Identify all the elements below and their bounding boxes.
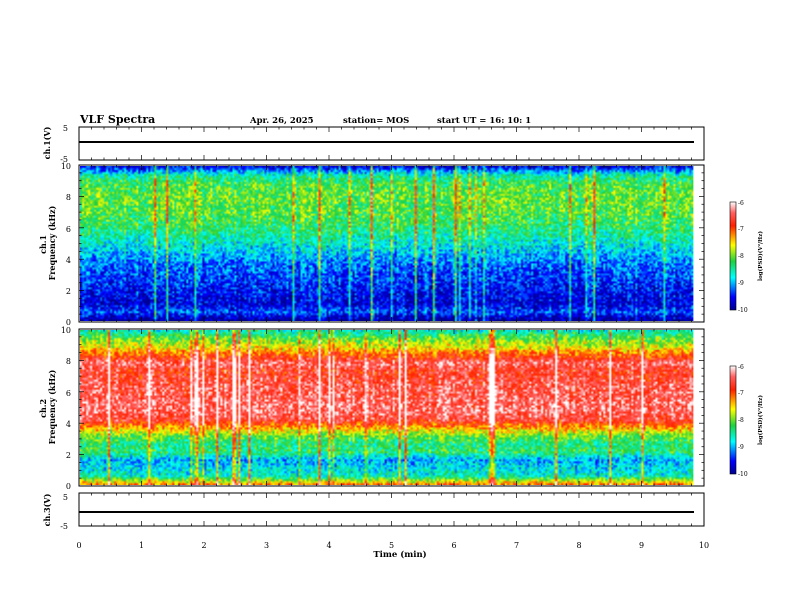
ch3-voltage-ytick-bottom: -5 [60, 522, 68, 531]
x-axis-tick-labels: 0 1 2 3 4 5 6 7 8 9 10 [76, 541, 709, 550]
cb2-tick-neg10: -10 [738, 471, 748, 478]
ch2-colorbar-bar [729, 365, 737, 475]
x-tick-label-0: 0 [76, 541, 81, 550]
ch2-spectrogram-panel: 0 2 4 6 8 10 ch.2 Frequency (kHz) -6 -7 … [38, 326, 764, 491]
ch2-ytick-4: 4 [66, 420, 71, 429]
x-tick-label-4: 4 [326, 541, 331, 550]
ch1-voltage-panel: 5 -5 ch.1(V) [42, 124, 705, 164]
ch1-ytick-8: 8 [66, 193, 71, 202]
ch2-spectrogram-y-ticks: 0 2 4 6 8 10 [61, 326, 704, 491]
ch2-spectrogram-image [80, 330, 694, 485]
ch1-voltage-ylabel: ch.1(V) [42, 126, 52, 159]
ch2-ylabel-line2: Frequency (kHz) [47, 369, 57, 444]
cb1-tick-neg6: -6 [738, 200, 744, 207]
x-tick-label-5: 5 [389, 541, 394, 550]
ch1-spectrogram-image [80, 166, 694, 321]
x-tick-label-2: 2 [201, 541, 206, 550]
ch1-colorbar-bar [729, 201, 737, 311]
ch2-spectrogram-x-ticks [78, 329, 705, 486]
cb1-label: log(PSD)(V²/Hz) [757, 231, 764, 281]
ch2-ytick-2: 2 [66, 451, 71, 460]
ch1-spectrogram-x-ticks [78, 165, 705, 322]
ch1-voltage-ytick-top: 5 [63, 124, 68, 133]
ch1-spectrogram-ylabel: ch.1 Frequency (kHz) [38, 205, 57, 280]
start-time-label: start UT = 16: 10: 1 [437, 116, 531, 126]
ch3-voltage-panel: 5 -5 ch.3(V) [42, 492, 705, 531]
ch3-voltage-frame [78, 492, 705, 527]
date-label: Apr. 26, 2025 [249, 116, 314, 126]
cb2-tick-neg9: -9 [738, 444, 744, 451]
x-tick-label-10: 10 [699, 541, 709, 550]
ch3-voltage-ytick-top: 5 [63, 493, 68, 502]
cb1-tick-neg7: -7 [738, 226, 744, 233]
figure-title: VLF Spectra [79, 113, 155, 126]
ch2-ytick-8: 8 [66, 357, 71, 366]
x-tick-label-1: 1 [139, 541, 144, 550]
cb2-tick-neg7: -7 [738, 390, 744, 397]
ch2-colorbar: -6 -7 -8 -9 -10 log(PSD)(V²/Hz) [729, 364, 764, 478]
ch1-voltage-frame [78, 126, 705, 161]
ch3-voltage-x-ticks [78, 493, 705, 526]
ch1-voltage-ytick-bottom: -5 [60, 155, 68, 164]
x-tick-label-7: 7 [514, 541, 519, 550]
cb2-label: log(PSD)(V²/Hz) [757, 395, 764, 445]
ch1-voltage-x-ticks [78, 127, 705, 160]
x-tick-label-3: 3 [264, 541, 269, 550]
ch1-spectrogram-panel: 0 2 4 6 8 10 ch.1 Frequency (kHz) -6 -7 … [38, 162, 764, 327]
ch1-colorbar: -6 -7 -8 -9 -10 log(PSD)(V²/Hz) [729, 200, 764, 314]
ch1-ytick-10: 10 [61, 162, 71, 171]
cb1-tick-neg8: -8 [738, 253, 744, 260]
ch2-ylabel-line1: ch.2 [38, 399, 48, 418]
cb2-tick-neg8: -8 [738, 417, 744, 424]
ch1-ytick-0: 0 [66, 318, 71, 327]
ch1-ytick-6: 6 [66, 225, 71, 234]
ch3-voltage-ylabel: ch.3(V) [42, 493, 52, 526]
cb1-tick-neg10: -10 [738, 307, 748, 314]
ch2-ytick-6: 6 [66, 389, 71, 398]
station-label: station= MOS [343, 116, 409, 126]
ch1-ytick-4: 4 [66, 256, 71, 265]
x-tick-label-9: 9 [639, 541, 644, 550]
cb1-tick-neg9: -9 [738, 280, 744, 287]
x-tick-label-6: 6 [451, 541, 456, 550]
ch1-ylabel-line1: ch.1 [38, 235, 48, 254]
ch2-ytick-10: 10 [61, 326, 71, 335]
x-axis-label: Time (min) [373, 549, 426, 560]
ch1-ylabel-line2: Frequency (kHz) [47, 205, 57, 280]
ch1-ytick-2: 2 [66, 287, 71, 296]
x-tick-label-8: 8 [576, 541, 581, 550]
cb2-tick-neg6: -6 [738, 364, 744, 371]
ch2-ytick-0: 0 [66, 482, 71, 491]
ch1-spectrogram-y-ticks: 0 2 4 6 8 10 [61, 162, 704, 327]
ch2-spectrogram-ylabel: ch.2 Frequency (kHz) [38, 369, 57, 444]
